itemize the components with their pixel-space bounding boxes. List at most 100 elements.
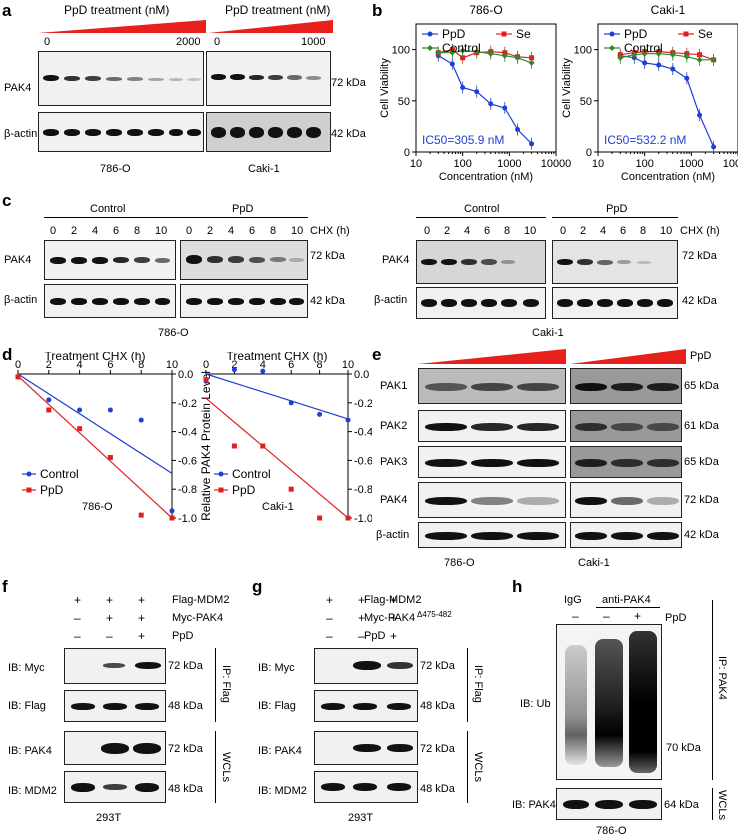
e-band-caki1-3-2 bbox=[647, 497, 679, 505]
g-sign-2-2: + bbox=[390, 629, 398, 643]
e-blot-caki1-3 bbox=[570, 482, 682, 518]
b-axes-frame-1 bbox=[597, 23, 738, 153]
d-yticklabel-1-2: -0.4 bbox=[354, 427, 372, 439]
e-band-786o-2-0 bbox=[425, 459, 467, 467]
e-band-caki1-2-1 bbox=[611, 459, 643, 467]
d-yticklabel-1-3: -0.6 bbox=[354, 455, 372, 467]
b-xticklabel-1-3: 10000 bbox=[723, 158, 738, 170]
c-time-cTimesL-5: 10 bbox=[155, 225, 168, 237]
panel-label-d: d bbox=[2, 345, 13, 364]
a-zero-left: 0 bbox=[44, 36, 51, 48]
d-point-1-1-2 bbox=[260, 443, 266, 449]
g-ib-mdm2: IB: MDM2 bbox=[258, 785, 307, 797]
b-legend-text-1-0: PpD bbox=[624, 27, 648, 41]
e-band-caki1-1-2 bbox=[647, 423, 679, 431]
f-kda72b: 72 kDa bbox=[168, 743, 203, 755]
f-sign-2-0: – bbox=[74, 629, 81, 643]
b-point-0-2-6 bbox=[514, 54, 521, 61]
c-chx-left: CHX (h) bbox=[310, 225, 350, 237]
b-point-1-2-3 bbox=[655, 50, 662, 57]
c-ppd-right: PpD bbox=[606, 203, 628, 215]
c-control-left: Control bbox=[90, 203, 126, 215]
a-zero-right: 0 bbox=[214, 36, 221, 48]
d-point-0-1-4 bbox=[138, 512, 144, 518]
e-band-caki1-2-0 bbox=[575, 459, 607, 467]
c-bactin-ppd-caki1 bbox=[552, 287, 678, 319]
b-point-1-0-2 bbox=[642, 60, 648, 66]
g-row-label-1: Myc-PAK4 bbox=[364, 612, 416, 624]
e-band-786o-0-1 bbox=[471, 383, 513, 391]
d-yticklabel-1-1: -0.2 bbox=[354, 398, 372, 410]
a-treatment-label-right: PpD treatment (nM) bbox=[225, 3, 331, 17]
b-xticklabel-0-1: 100 bbox=[453, 158, 471, 170]
g-sign-0-2: + bbox=[390, 593, 398, 607]
e-band-caki1-1-0 bbox=[575, 423, 607, 431]
g-myc-blot bbox=[314, 648, 418, 684]
e-band-caki1-0-0 bbox=[575, 383, 607, 391]
b-legend-text-0-2: Control bbox=[442, 41, 481, 55]
a-max-left: 2000 bbox=[176, 36, 201, 48]
d-xlabel-1: Treatment CHX (h) bbox=[227, 352, 328, 363]
b-point-0-0-6 bbox=[515, 126, 521, 132]
f-cell: 293T bbox=[96, 812, 122, 824]
d-legend-mark-1-0 bbox=[218, 471, 224, 477]
c-time-cTimesR-9: 6 bbox=[620, 225, 627, 237]
d-xticklabel-1-2: 4 bbox=[260, 359, 266, 371]
panel-label-b: b bbox=[372, 1, 383, 20]
e-band-786o-1-2 bbox=[517, 423, 559, 431]
e-band-caki1-4-2 bbox=[647, 532, 679, 540]
e-band-786o-4-0 bbox=[425, 532, 467, 540]
b-legend-mark-1-2 bbox=[609, 45, 615, 51]
c-time-cTimesR-6: 0 bbox=[560, 225, 567, 237]
b-series-1-2 bbox=[617, 47, 717, 66]
b-point-0-0-2 bbox=[460, 84, 466, 90]
d-yticklabel-0-1: -0.2 bbox=[178, 398, 197, 410]
f-kda48b: 48 kDa bbox=[168, 783, 203, 795]
c-time-cTimesR-5: 10 bbox=[524, 225, 537, 237]
e-row-label-2: PAK3 bbox=[380, 456, 408, 468]
f-row-label-1: Myc-PAK4 bbox=[172, 612, 224, 624]
b-point-0-2-7 bbox=[528, 59, 535, 66]
e-row-label-0: PAK1 bbox=[380, 380, 408, 392]
b-point-0-0-3 bbox=[474, 89, 480, 95]
c-kda72-left: 72 kDa bbox=[310, 250, 345, 262]
c-time-cTimesL-2: 4 bbox=[92, 225, 99, 237]
d-xticklabel-0-1: 2 bbox=[46, 359, 52, 371]
b-yticklabel-0-0: 0 bbox=[404, 147, 410, 159]
h-anti: anti-PAK4 bbox=[602, 594, 651, 606]
d-xlabel-0: Treatment CHX (h) bbox=[45, 352, 146, 363]
h-igg: IgG bbox=[564, 594, 582, 606]
d-fit-0-1 bbox=[17, 375, 173, 519]
d-fit-1-1 bbox=[205, 397, 349, 519]
c-time-cTimesL-11: 10 bbox=[291, 225, 304, 237]
d-xticklabel-0-4: 8 bbox=[138, 359, 144, 371]
f-row-label-2: PpD bbox=[172, 630, 194, 642]
d-yticklabel-0-5: -1.0 bbox=[178, 513, 197, 525]
c-pak4-right: PAK4 bbox=[382, 254, 410, 266]
b-title-0: 786-O bbox=[469, 3, 502, 17]
b-ic50-1: IC50=532.2 nM bbox=[604, 133, 686, 147]
d-legend-text-1-0: Control bbox=[232, 467, 271, 481]
h-kda64: 64 kDa bbox=[664, 799, 699, 811]
d-point-0-1-5 bbox=[169, 515, 175, 521]
h-ub-blot bbox=[556, 624, 662, 780]
d-fit-0-0 bbox=[17, 373, 173, 474]
g-row-label-2: PpD bbox=[364, 630, 386, 642]
e-blot-786o-1 bbox=[418, 410, 566, 442]
b-ic50-0: IC50=305.9 nM bbox=[422, 133, 504, 147]
b-legend-text-0-1: Se bbox=[516, 27, 531, 41]
a-gradient-right bbox=[208, 20, 333, 33]
f-ib-flag: IB: Flag bbox=[8, 700, 46, 712]
g-ib-pak4: IB: PAK4 bbox=[258, 745, 302, 757]
b-xticklabel-0-3: 10000 bbox=[541, 158, 572, 170]
d-point-0-1-2 bbox=[77, 426, 83, 432]
f-wcl-label: WCLs bbox=[220, 752, 232, 782]
d-legend-text-0-1: PpD bbox=[40, 483, 64, 497]
f-kda72a: 72 kDa bbox=[168, 660, 203, 672]
e-row-label-3: PAK4 bbox=[380, 494, 408, 506]
g-row2-sup: Δ475-482 bbox=[417, 610, 452, 619]
d-legend-text-1-1: PpD bbox=[232, 483, 256, 497]
f-myc-blot bbox=[64, 648, 166, 684]
f-ib-myc: IB: Myc bbox=[8, 662, 45, 674]
